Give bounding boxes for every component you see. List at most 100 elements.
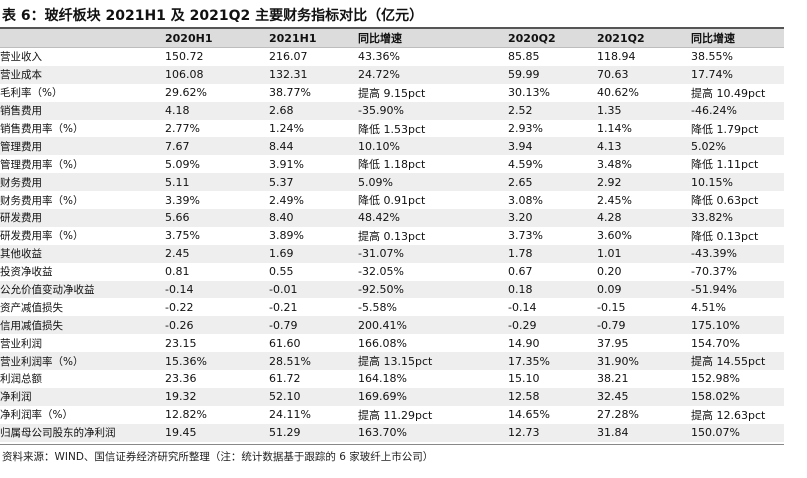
value-h1-yoy: 降低 1.53pct xyxy=(358,122,426,136)
value-2021q2: 31.84 xyxy=(595,423,689,442)
row-label: 投资净收益 xyxy=(0,266,53,279)
value-h1-yoy: 43.36% xyxy=(358,50,400,64)
value-2020q2: 12.73 xyxy=(506,423,595,442)
value-q2-yoy: 4.51% xyxy=(691,300,726,314)
value-2021q2: 31.90% xyxy=(595,352,689,371)
row-label: 财务费用 xyxy=(0,173,163,192)
value-2021h1: 132.31 xyxy=(267,65,356,84)
value-2020h1: 19.45 xyxy=(163,423,267,442)
value-2021q2: 32.45 xyxy=(595,387,689,406)
table-row: 营业成本 106.08 132.31 24.72% 59.99 70.63 17.74% xyxy=(0,65,784,84)
table-row: 净利润率（%） 12.82% 24.11% 提高 11.29pct 14.65% 27.2… xyxy=(0,406,784,424)
value-2021h1: 8.44 xyxy=(267,137,356,156)
value-h1-yoy: 10.10% xyxy=(356,137,506,156)
value-q2-yoy: -70.37% xyxy=(691,265,737,279)
value-2021q2: 1.01 xyxy=(595,244,689,263)
row-label: 营业成本 xyxy=(0,65,163,84)
table-row: 营业利润 23.15 61.60 166.08% 14.90 37.95 154.70% xyxy=(0,334,784,352)
value-2020q2: 2.93% xyxy=(508,122,543,135)
value-h1-yoy: 提高 0.13pct xyxy=(358,229,426,243)
value-h1-yoy: 163.70% xyxy=(356,423,506,442)
value-2021q2: -0.79 xyxy=(595,316,689,335)
value-2020q2: 30.13% xyxy=(508,86,550,100)
row-label: 财务费用率（%） xyxy=(0,194,84,207)
value-2021q2: 4.13 xyxy=(595,137,689,156)
table-row: 信用减值损失 -0.26 -0.79 200.41% -0.29 -0.79 175.10% xyxy=(0,316,784,335)
value-2021q2: 118.94 xyxy=(597,50,636,64)
value-2021q2: 0.09 xyxy=(595,280,689,299)
header-cell-h1-yoy: 同比增速 xyxy=(356,29,506,48)
value-2020q2: 2.52 xyxy=(506,101,595,120)
header-row: 2020H1 2021H1 同比增速 2020Q2 2021Q2 同比增速 xyxy=(0,29,784,48)
value-2020h1: -0.22 xyxy=(165,300,194,314)
row-label: 管理费用率（%） xyxy=(0,158,84,171)
header-cell-2021q2: 2021Q2 xyxy=(595,29,689,48)
value-2021h1: 61.72 xyxy=(269,372,301,386)
table-row: 财务费用 5.11 5.37 5.09% 2.65 2.92 10.15% xyxy=(0,173,784,192)
table-row: 财务费用率（%） 3.39% 2.49% 降低 0.91pct 3.08% 2.45% 降低… xyxy=(0,191,784,209)
value-q2-yoy: 175.10% xyxy=(689,316,784,335)
value-h1-yoy: 164.18% xyxy=(358,372,407,386)
value-h1-yoy: -35.90% xyxy=(356,101,506,120)
table-body: 营业收入 150.72 216.07 43.36% 85.85 118.94 38.55% 营… xyxy=(0,48,784,442)
value-2020q2: 0.18 xyxy=(506,280,595,299)
table-row: 归属母公司股东的净利润 19.45 51.29 163.70% 12.73 31.84 15… xyxy=(0,423,784,442)
table-row: 管理费用 7.67 8.44 10.10% 3.94 4.13 5.02% xyxy=(0,137,784,156)
value-h1-yoy: 提高 11.29pct xyxy=(358,408,433,422)
value-2021q2: 3.60% xyxy=(597,229,632,243)
value-q2-yoy: 降低 0.13pct xyxy=(691,229,759,243)
table-top-rule xyxy=(0,27,784,29)
value-q2-yoy: 154.70% xyxy=(691,336,740,350)
value-2021h1: 216.07 xyxy=(269,50,308,64)
table-row: 营业收入 150.72 216.07 43.36% 85.85 118.94 38.55% xyxy=(0,48,784,66)
value-2020h1: 3.39% xyxy=(165,193,200,207)
row-label: 毛利率（%） xyxy=(0,87,63,100)
value-h1-yoy: -32.05% xyxy=(358,265,404,279)
header-cell-2020h1: 2020H1 xyxy=(163,29,267,48)
value-q2-yoy: 降低 0.63pct xyxy=(691,194,759,208)
value-2021q2: 3.48% xyxy=(597,157,632,171)
value-2021h1: 52.10 xyxy=(267,387,356,406)
value-2020q2: 17.35% xyxy=(506,352,595,371)
value-2021h1: 38.77% xyxy=(269,86,311,100)
value-q2-yoy: 150.07% xyxy=(689,423,784,442)
row-label: 营业收入 xyxy=(0,51,42,64)
value-2020q2: 85.85 xyxy=(508,50,540,64)
value-2021h1: 2.68 xyxy=(267,101,356,120)
value-h1-yoy: 200.41% xyxy=(356,316,506,335)
value-2021q2: 1.35 xyxy=(595,101,689,120)
value-2020h1: 5.11 xyxy=(163,173,267,192)
value-q2-yoy: 10.15% xyxy=(689,173,784,192)
table-bottom-rule xyxy=(0,444,784,445)
value-q2-yoy: -46.24% xyxy=(689,101,784,120)
value-2020q2: 3.08% xyxy=(508,193,543,207)
value-2020h1: 15.36% xyxy=(163,352,267,371)
value-2021q2: 2.92 xyxy=(595,173,689,192)
row-label: 净利润 xyxy=(0,387,163,406)
value-2021h1: 5.37 xyxy=(267,173,356,192)
value-2021q2: 4.28 xyxy=(595,209,689,227)
value-2020h1: 2.77% xyxy=(165,122,200,135)
value-2020q2: 12.58 xyxy=(506,387,595,406)
value-2020q2: 14.65% xyxy=(508,408,550,422)
value-2020h1: 0.81 xyxy=(165,265,190,279)
value-2020q2: 4.59% xyxy=(508,157,543,171)
table-row: 管理费用率（%） 5.09% 3.91% 降低 1.18pct 4.59% 3.48% 降低… xyxy=(0,155,784,173)
value-2020q2: 2.65 xyxy=(506,173,595,192)
value-q2-yoy: -51.94% xyxy=(689,280,784,299)
value-2021q2: 0.20 xyxy=(597,265,622,279)
value-2020h1: 4.18 xyxy=(163,101,267,120)
value-2020h1: 106.08 xyxy=(163,65,267,84)
value-2021q2: 27.28% xyxy=(597,408,639,422)
value-2020q2: 3.73% xyxy=(508,229,543,243)
value-2021q2: 70.63 xyxy=(595,65,689,84)
value-2021h1: 1.69 xyxy=(267,244,356,263)
header-cell-2020q2: 2020Q2 xyxy=(506,29,595,48)
value-q2-yoy: 158.02% xyxy=(689,387,784,406)
value-2021h1: 3.89% xyxy=(269,229,304,243)
value-q2-yoy: 33.82% xyxy=(689,209,784,227)
value-2020q2: -0.14 xyxy=(508,300,537,314)
value-q2-yoy: -43.39% xyxy=(689,244,784,263)
table-row: 净利润 19.32 52.10 169.69% 12.58 32.45 158.02% xyxy=(0,387,784,406)
value-h1-yoy: 降低 0.91pct xyxy=(358,194,426,208)
